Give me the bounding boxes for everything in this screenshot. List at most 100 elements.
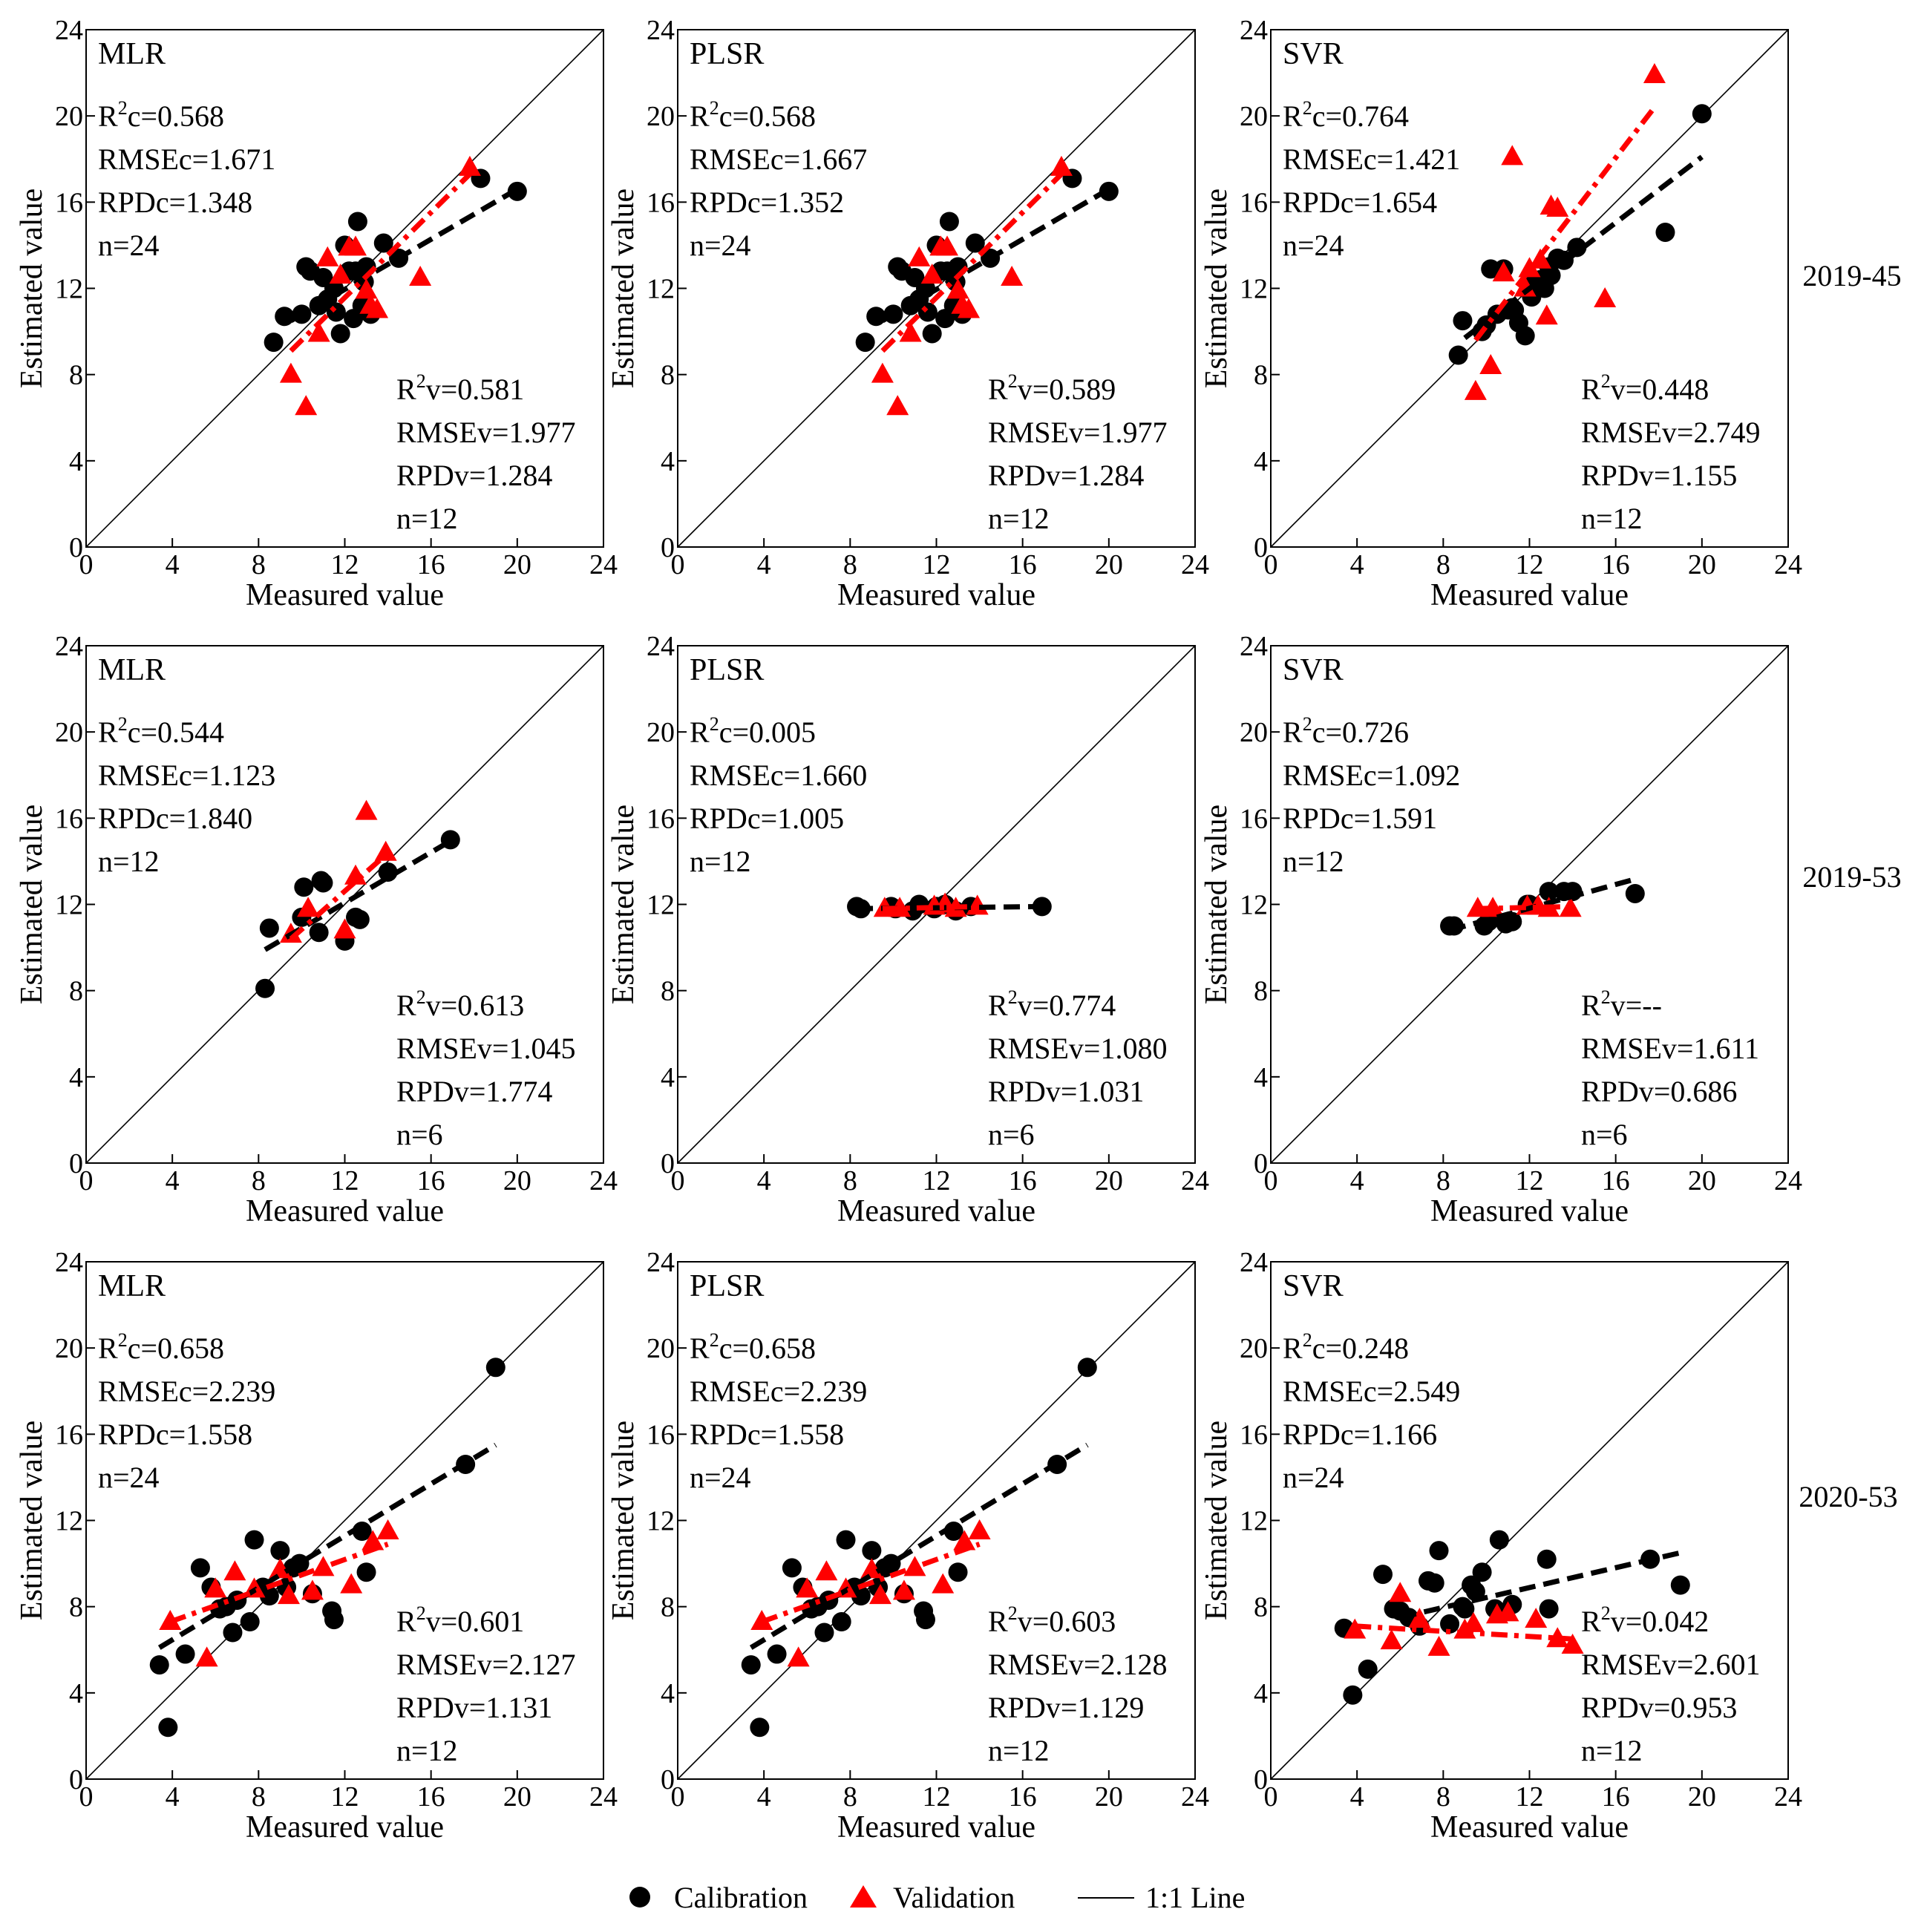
validation-point <box>344 864 367 885</box>
panel-title: PLSR <box>690 653 764 687</box>
x-tick-label: 0 <box>79 1165 94 1196</box>
x-tick-label: 16 <box>1602 549 1630 580</box>
x-tick-label: 0 <box>671 549 685 580</box>
calibration-fit-line <box>264 837 454 952</box>
x-tick-label: 24 <box>1181 1165 1209 1196</box>
y-tick-label: 16 <box>1240 803 1268 834</box>
calibration-point <box>831 1611 851 1631</box>
y-tick-label: 12 <box>647 890 675 921</box>
panel-title: MLR <box>98 653 166 687</box>
y-axis-label: Estimated value <box>606 805 641 1004</box>
panel-title: SVR <box>1283 37 1344 71</box>
x-tick-label: 8 <box>252 1781 266 1813</box>
x-tick-label: 20 <box>1095 1165 1123 1196</box>
validation-point <box>458 155 481 176</box>
y-tick-label: 4 <box>661 1678 675 1709</box>
calibration-point <box>1429 1541 1449 1561</box>
validation-stat: n=12 <box>988 502 1050 535</box>
calibration-point <box>965 233 985 253</box>
calibration-point <box>240 1611 260 1631</box>
validation-point <box>932 1573 955 1594</box>
calibration-point <box>782 1558 802 1578</box>
y-tick-label: 12 <box>55 1506 83 1537</box>
calibration-stat: n=12 <box>690 845 751 878</box>
validation-point <box>1525 1608 1548 1628</box>
validation-stat: RMSEv=1.977 <box>988 416 1167 449</box>
validation-point <box>892 1579 915 1600</box>
validation-point <box>269 1558 292 1579</box>
panel-title: MLR <box>98 1269 166 1303</box>
validation-point <box>344 235 367 256</box>
x-tick-label: 16 <box>1009 549 1037 580</box>
validation-point <box>1496 1601 1519 1622</box>
calibration-fit-line <box>881 186 1110 324</box>
y-tick-label: 4 <box>69 1062 83 1093</box>
y-tick-label: 24 <box>647 15 675 46</box>
calibration-stat: RMSEc=2.549 <box>1283 1375 1460 1408</box>
one-to-one-line <box>85 1261 604 1780</box>
calibration-point <box>158 1717 178 1738</box>
validation-stat: RMSEv=1.611 <box>1581 1032 1759 1065</box>
validation-point <box>355 799 378 820</box>
validation-stat: RMSEv=1.080 <box>988 1032 1167 1065</box>
calibration-stat: RPDc=1.654 <box>1283 186 1437 219</box>
calibration-point <box>1373 1565 1393 1585</box>
validation-point <box>1594 287 1617 308</box>
y-tick-label: 4 <box>1254 1678 1268 1709</box>
y-tick-label: 4 <box>69 446 83 477</box>
validation-point <box>329 263 352 284</box>
calibration-stat: RPDc=1.005 <box>690 802 844 835</box>
legend: Calibration Validation 1:1 Line <box>629 1881 1245 1914</box>
validation-stat: RPDv=1.284 <box>396 459 552 492</box>
x-tick-label: 8 <box>1436 549 1450 580</box>
y-tick-label: 16 <box>647 187 675 218</box>
y-tick-label: 4 <box>1254 446 1268 477</box>
y-tick-label: 24 <box>55 1247 83 1278</box>
x-tick-label: 20 <box>503 1165 531 1196</box>
validation-point <box>1380 1629 1403 1650</box>
validation-point <box>361 1530 385 1550</box>
row-label-2019-53: 2019-53 <box>1802 860 1901 894</box>
y-tick-label: 20 <box>647 1333 675 1364</box>
x-tick-label: 12 <box>331 549 359 580</box>
validation-point <box>355 278 378 299</box>
y-tick-label: 4 <box>1254 1062 1268 1093</box>
calibration-stat: R2c=0.658 <box>98 1329 224 1365</box>
y-axis-label: Estimated value <box>15 1421 49 1620</box>
validation-point <box>1482 897 1505 917</box>
validation-stat: RPDv=1.129 <box>988 1691 1144 1724</box>
x-tick-label: 4 <box>757 1781 771 1813</box>
calibration-fit-line <box>1449 876 1638 933</box>
x-axis-label: Measured value <box>837 1810 1035 1844</box>
calibration-fit-line <box>157 1442 497 1650</box>
calibration-point <box>264 333 284 353</box>
y-tick-label: 16 <box>55 187 83 218</box>
calibration-point <box>1625 883 1645 903</box>
calibration-point <box>917 302 938 322</box>
panel-plsr-2019-53: 00 4 4 8 8 12 12 16 16 20 20 24 24 Measured value Esti… <box>606 631 1209 1228</box>
validation-stat: n=12 <box>1581 502 1643 535</box>
one-to-one-line <box>85 645 604 1164</box>
y-tick-label: 24 <box>647 631 675 662</box>
y-tick-label: 8 <box>661 360 675 391</box>
calibration-point <box>1655 222 1675 242</box>
calibration-stat: RMSEc=1.671 <box>98 143 275 176</box>
y-axis-label: Estimated value <box>15 189 49 388</box>
validation-stat: RPDv=1.284 <box>988 459 1144 492</box>
x-tick-label: 4 <box>1350 549 1364 580</box>
y-tick-label: 20 <box>1240 717 1268 748</box>
calibration-point <box>1440 1614 1460 1634</box>
x-tick-label: 4 <box>1350 1165 1364 1196</box>
x-tick-label: 24 <box>589 549 618 580</box>
calibration-point <box>347 212 367 232</box>
x-tick-label: 16 <box>1602 1165 1630 1196</box>
calibration-fit-line <box>289 186 519 324</box>
calibration-point <box>1692 104 1712 124</box>
y-tick-label: 0 <box>1254 1148 1268 1179</box>
validation-point <box>1479 354 1502 375</box>
calibration-stat: RMSEc=1.421 <box>1283 143 1460 176</box>
y-tick-label: 12 <box>1240 890 1268 921</box>
panel-mlr-2020-53: 00 4 4 8 8 12 12 16 16 20 20 24 24 Measured value Esti… <box>15 1247 618 1844</box>
panel-svr-2020-53: 00 4 4 8 8 12 12 16 16 20 20 24 24 Measured value Esti… <box>1200 1247 1802 1844</box>
x-tick-label: 24 <box>1774 549 1802 580</box>
